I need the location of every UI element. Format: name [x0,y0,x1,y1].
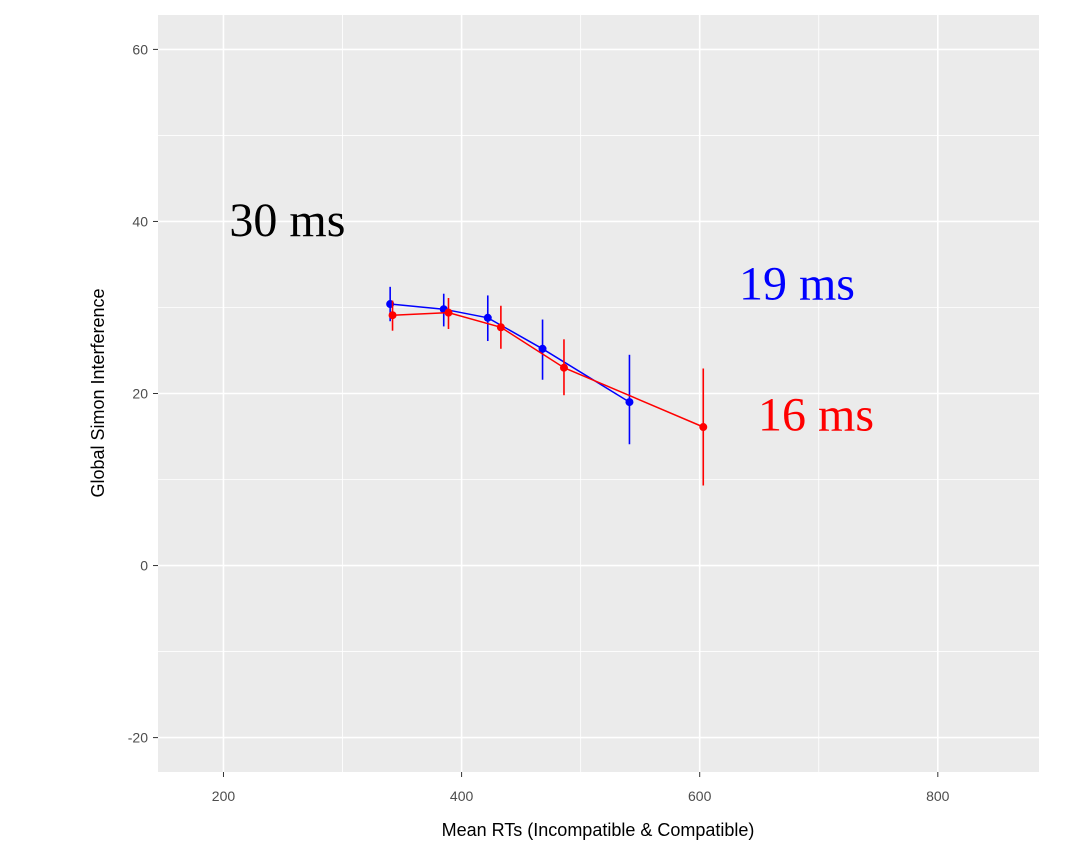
y-tick-label: 20 [132,386,148,402]
annotation-label: 30 ms [229,194,345,247]
data-point [496,323,505,332]
y-tick-label: 40 [132,213,148,229]
data-point [625,398,634,407]
data-point [483,313,492,322]
series-1 [386,286,634,445]
y-axis-title: Global Simon Interference [88,288,108,497]
annotations: 30 ms 19 ms 16 ms [229,194,874,441]
x-tick-label: 400 [450,788,474,804]
axes: 200 400 600 800 -20 0 20 40 60 [128,41,950,804]
y-tick-label: 60 [132,41,148,57]
data-point [388,311,397,320]
series-2 [388,298,708,486]
x-tick-label: 600 [688,788,712,804]
data-point [538,344,547,353]
data-point [444,308,453,317]
x-tick-label: 800 [926,788,950,804]
series-layer [386,286,708,486]
major-gridlines [158,15,1039,772]
x-tick-label: 200 [212,788,236,804]
annotation-label: 16 ms [758,388,874,441]
y-tick-label: 0 [140,558,148,574]
data-point [699,423,708,432]
y-tick-label: -20 [128,730,148,746]
data-point [559,363,568,372]
x-axis-title: Mean RTs (Incompatible & Compatible) [442,820,755,840]
annotation-label: 19 ms [739,258,855,311]
